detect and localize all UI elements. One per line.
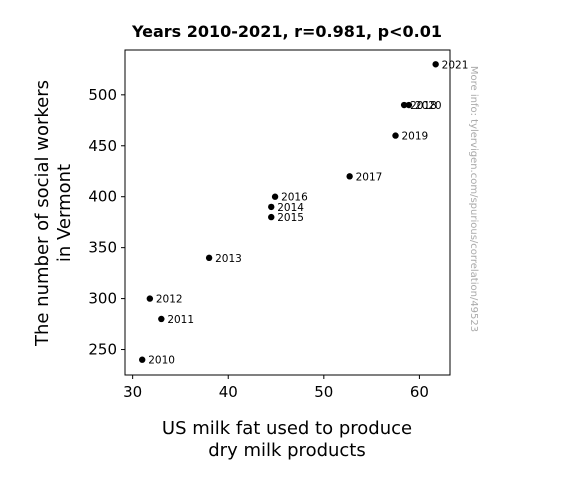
data-point: [346, 173, 353, 180]
point-label: 2019: [402, 131, 429, 143]
data-point: [392, 132, 399, 139]
chart-title: Years 2010-2021, r=0.981, p<0.01: [131, 22, 442, 41]
point-label: 2018: [410, 100, 437, 112]
point-label: 2014: [277, 202, 304, 214]
point-label: 2021: [442, 59, 469, 71]
point-label: 2012: [156, 294, 183, 306]
y-axis-label: The number of social workers: [32, 80, 53, 347]
y-tick-label: 450: [88, 137, 117, 155]
y-axis-label-2: in Vermont: [54, 164, 75, 262]
data-point: [158, 315, 165, 323]
point-label: 2015: [277, 212, 304, 224]
y-tick-label: 400: [88, 188, 117, 206]
side-note: More info: tylervigen.com/spurious/corre…: [468, 66, 479, 332]
data-point: [268, 203, 275, 211]
x-axis-label-line1: US milk fat used to produce: [162, 418, 412, 439]
point-label: 2010: [148, 355, 175, 367]
y-tick-label: 500: [88, 86, 117, 104]
y-tick-label: 300: [88, 290, 117, 308]
data-point: [268, 213, 275, 221]
y-axis-label-line1: The number of social workers: [32, 80, 53, 347]
point-label: 2016: [281, 192, 308, 204]
point-label: 2017: [356, 171, 383, 183]
x-axis-label-line2: dry milk products: [208, 440, 366, 461]
x-tick-label: 60: [410, 383, 429, 401]
data-point: [405, 101, 413, 109]
plot-frame: [124, 49, 451, 376]
y-axis-label-line2: in Vermont: [54, 164, 75, 262]
point-label: 2011: [167, 314, 194, 326]
x-tick-label: 50: [314, 383, 333, 401]
data-point: [271, 193, 279, 200]
data-point: [432, 61, 439, 68]
axis-ticks: 30 40 50 60 250 300 350 400 450 500: [88, 86, 429, 401]
x-tick-label: 40: [219, 383, 238, 401]
point-label: 2020: [415, 100, 442, 112]
data-point: [400, 101, 408, 109]
data-point: [146, 295, 154, 302]
y-tick-label: 350: [88, 239, 117, 257]
data-point: [139, 356, 146, 363]
y-tick-label: 250: [88, 341, 117, 359]
x-tick-label: 30: [123, 383, 142, 401]
data-point: [205, 254, 213, 262]
point-label: 2013: [215, 253, 242, 265]
source-note: More info: tylervigen.com/spurious/corre…: [468, 66, 479, 332]
